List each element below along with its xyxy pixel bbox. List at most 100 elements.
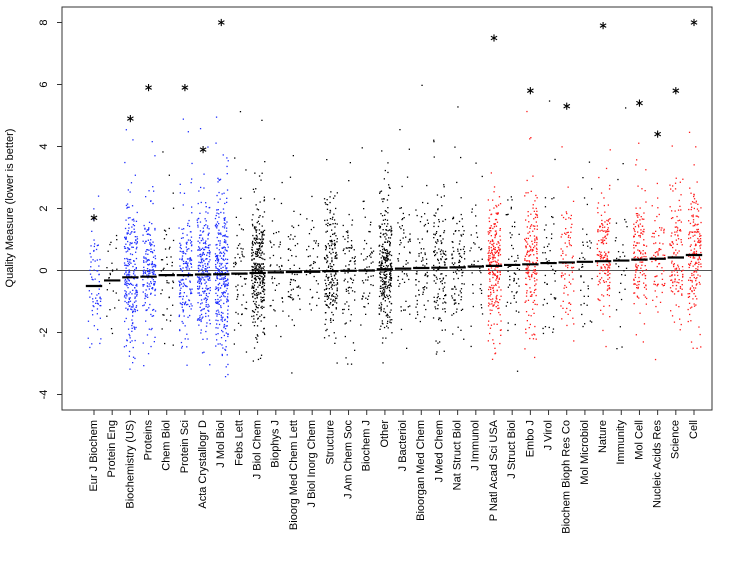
data-point — [489, 255, 491, 257]
data-point — [142, 279, 144, 281]
data-point — [129, 217, 131, 219]
data-point — [226, 296, 229, 298]
data-point — [363, 292, 365, 294]
data-point — [380, 310, 382, 312]
data-point — [279, 241, 281, 243]
data-point — [206, 258, 208, 260]
data-point — [633, 229, 635, 231]
data-point — [124, 161, 126, 164]
data-point — [327, 243, 329, 245]
data-point — [625, 107, 627, 109]
data-point — [583, 281, 585, 283]
data-point — [126, 282, 128, 284]
data-point — [198, 279, 201, 281]
data-point — [601, 223, 603, 225]
data-point — [442, 302, 444, 304]
data-point — [533, 254, 535, 256]
data-point — [602, 313, 604, 315]
data-point — [444, 308, 446, 310]
data-point — [206, 246, 208, 249]
data-point — [656, 275, 658, 277]
data-point — [438, 288, 441, 290]
data-point — [681, 270, 683, 272]
data-point — [640, 232, 642, 234]
data-point — [98, 281, 100, 283]
data-point — [490, 291, 492, 293]
data-point — [681, 284, 683, 286]
data-point — [187, 316, 189, 318]
data-point — [198, 217, 200, 220]
data-point — [493, 191, 495, 193]
data-point — [608, 262, 610, 264]
data-point — [637, 249, 639, 251]
data-point — [94, 243, 96, 245]
data-point — [652, 232, 654, 234]
data-point — [390, 285, 392, 287]
data-point — [489, 242, 491, 244]
data-point — [700, 251, 702, 254]
data-point — [227, 305, 229, 307]
data-point — [386, 255, 388, 257]
data-point — [387, 212, 389, 214]
data-point — [217, 289, 219, 292]
data-point — [389, 254, 391, 256]
data-point — [463, 283, 465, 285]
data-point — [680, 230, 682, 232]
data-point — [259, 274, 261, 277]
data-point — [544, 252, 546, 254]
data-point — [255, 251, 257, 253]
data-point — [634, 283, 636, 285]
data-point — [509, 279, 511, 281]
data-point — [342, 235, 344, 238]
data-point — [261, 172, 263, 174]
data-point — [654, 220, 656, 222]
data-point — [253, 315, 255, 317]
data-point — [423, 289, 425, 291]
data-point — [488, 260, 490, 262]
data-point — [698, 326, 700, 328]
data-point — [379, 285, 382, 287]
data-point — [634, 276, 637, 278]
data-point — [551, 233, 553, 235]
data-point — [381, 277, 383, 279]
data-point — [257, 317, 259, 319]
data-point — [381, 287, 383, 289]
data-point — [687, 320, 689, 323]
data-point — [654, 252, 656, 254]
data-point — [305, 274, 308, 276]
data-point — [236, 289, 238, 291]
data-point — [479, 267, 481, 269]
data-point — [634, 226, 637, 228]
data-point — [671, 274, 673, 276]
data-point — [381, 278, 384, 280]
data-point — [261, 270, 263, 272]
data-point — [308, 245, 310, 248]
data-point — [360, 253, 362, 255]
data-point — [207, 262, 209, 265]
data-point — [313, 275, 315, 278]
data-point — [133, 301, 136, 303]
data-point — [134, 309, 136, 311]
data-point — [515, 301, 517, 303]
data-point — [185, 242, 187, 244]
data-point — [669, 243, 671, 245]
data-point — [378, 304, 381, 306]
data-point — [581, 313, 583, 316]
data-point — [405, 260, 407, 262]
data-point — [292, 155, 294, 157]
data-point — [326, 230, 328, 232]
data-point — [439, 298, 441, 300]
data-point — [525, 268, 527, 270]
data-point — [190, 292, 192, 294]
data-point — [154, 229, 156, 231]
data-point — [160, 293, 162, 295]
data-point — [201, 352, 204, 354]
data-point — [87, 337, 89, 339]
data-point — [496, 271, 499, 273]
data-point — [699, 247, 701, 249]
data-point — [493, 291, 495, 293]
data-point — [323, 337, 326, 339]
data-point — [326, 295, 328, 298]
data-point — [494, 223, 496, 225]
data-point — [154, 266, 157, 268]
